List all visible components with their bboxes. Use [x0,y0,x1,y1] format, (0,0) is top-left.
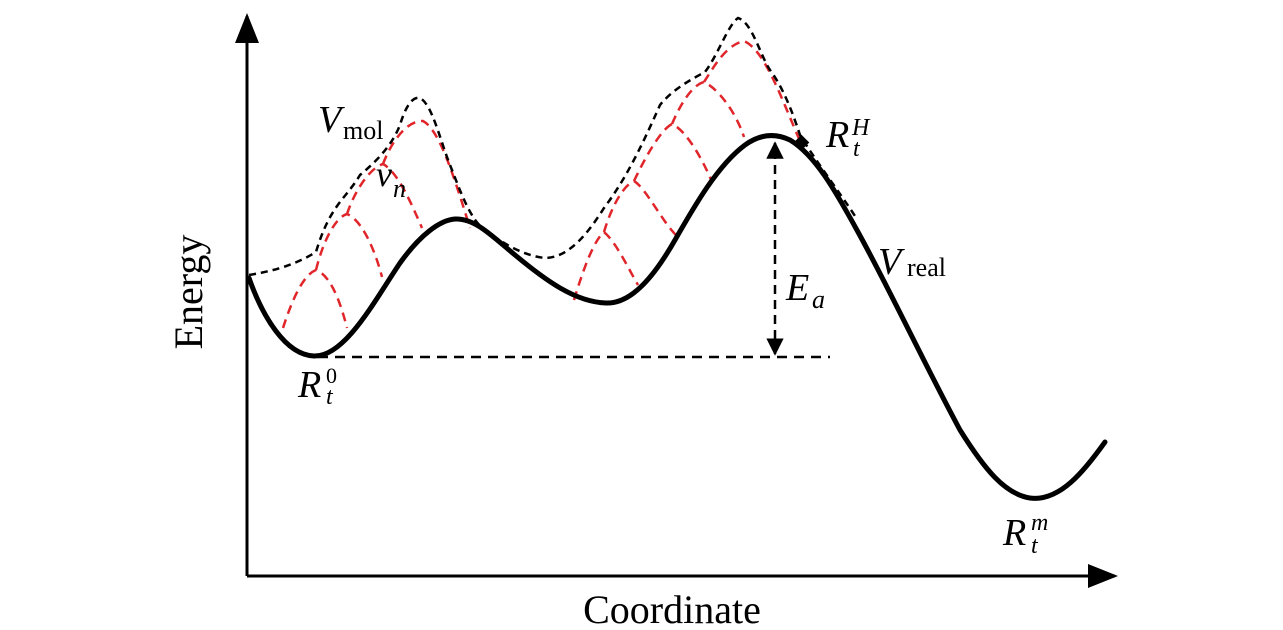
label-v-n: v n [376,154,406,203]
svg-text:t: t [1031,533,1039,559]
svg-text:t: t [853,136,861,162]
svg-text:H: H [851,115,871,141]
svg-text:a: a [812,285,825,314]
well-1 [281,268,349,329]
y-axis-label: Energy [166,235,211,350]
svg-text:0: 0 [326,363,337,388]
well-6 [602,179,679,238]
svg-text:E: E [785,267,809,309]
well-5 [572,230,640,301]
label-e-a: E a [785,267,825,314]
svg-text:R: R [297,364,321,406]
svg-text:v: v [376,154,392,194]
svg-text:R: R [825,114,849,156]
svg-text:n: n [393,174,406,203]
label-v-real: V real [878,241,946,283]
well-9 [702,39,802,142]
label-r-t-h: R H t [825,114,871,162]
svg-text:real: real [907,253,946,282]
r-t-h-marker [793,134,810,151]
label-r-t-m: R m t [1002,510,1048,559]
x-axis-label: Coordinate [583,587,761,630]
svg-text:m: m [1031,510,1048,536]
svg-text:V: V [318,99,345,141]
v-mol-envelope [248,16,857,277]
svg-text:V: V [878,241,905,283]
svg-text:R: R [1002,512,1026,554]
label-v-mol: V mol [318,99,383,145]
svg-text:mol: mol [343,116,383,145]
v-real-curve [246,133,1108,501]
well-8 [670,80,746,138]
well-4 [381,119,472,229]
local-wells [281,39,802,329]
label-r-t-0: R 0 t [297,363,337,410]
svg-text:t: t [326,384,334,410]
well-7 [632,122,714,183]
